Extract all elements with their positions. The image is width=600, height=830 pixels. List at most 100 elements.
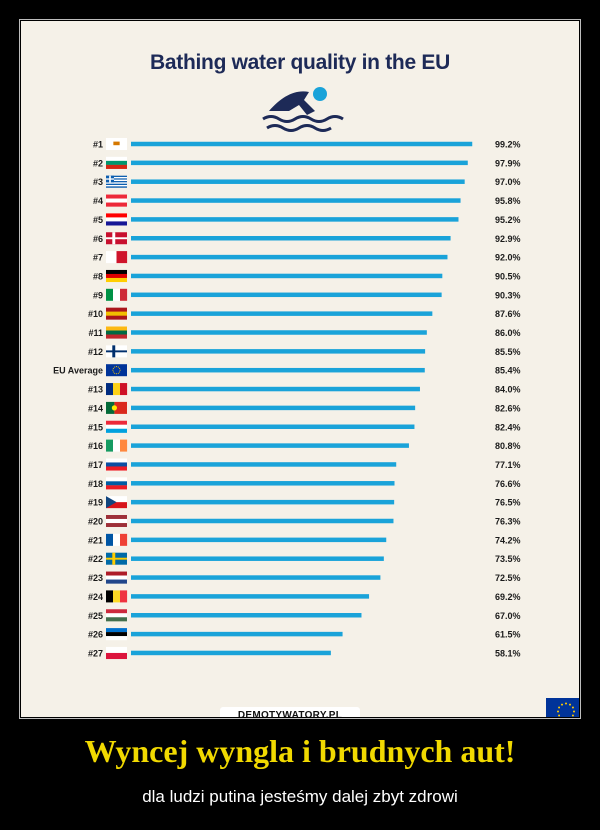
- chart-row: #4 95.8%: [93, 194, 521, 207]
- tick-label: #4: [93, 196, 103, 206]
- flag-icon: [106, 515, 127, 527]
- chart-row: #16 80.8%: [88, 439, 521, 452]
- data-label: 95.8%: [495, 196, 521, 206]
- flag-icon: [106, 477, 127, 490]
- data-label: 90.5%: [495, 271, 521, 281]
- bar: [131, 273, 443, 279]
- bar: [131, 537, 387, 543]
- flag-icon: [106, 251, 128, 264]
- tick-label: #1: [93, 140, 103, 150]
- watermark: DEMOTYWATORY.PL: [220, 707, 360, 717]
- data-label: 97.9%: [495, 158, 521, 168]
- tick-label: #23: [88, 573, 103, 583]
- data-label: 95.2%: [495, 215, 521, 225]
- bar: [131, 236, 451, 241]
- chart-row: #5 95.2%: [93, 213, 521, 226]
- bar: [131, 481, 395, 486]
- subline: dla ludzi putina jesteśmy dalej zbyt zdr…: [142, 787, 458, 806]
- bar: [131, 141, 473, 147]
- bar: [131, 594, 370, 599]
- bar: [131, 405, 416, 411]
- flag-icon: [106, 194, 127, 207]
- bar: [131, 424, 415, 429]
- data-label: 76.6%: [495, 479, 521, 489]
- data-label: 82.6%: [495, 403, 521, 413]
- chart-row: #12 85.5%: [88, 345, 521, 358]
- chart-row: #20 76.3%: [88, 515, 521, 527]
- flag-icon: [106, 646, 127, 660]
- data-label: 86.0%: [495, 328, 521, 338]
- tick-label: #12: [88, 347, 103, 357]
- flag-icon: [106, 213, 127, 226]
- data-label: 80.8%: [495, 441, 521, 451]
- data-label: 76.5%: [495, 498, 521, 508]
- chart-title: Bathing water quality in the EU: [150, 51, 450, 74]
- flag-icon: [106, 345, 127, 358]
- tick-label: #16: [88, 441, 103, 451]
- tick-label: #17: [88, 460, 103, 470]
- chart-row: #3 97.0%: [93, 175, 521, 188]
- chart-row: #26 61.5%: [88, 628, 521, 641]
- chart-row: #9 90.3%: [93, 288, 521, 301]
- chart-row: #18 76.6%: [88, 477, 521, 490]
- flag-icon: [106, 288, 128, 301]
- chart-row: #1 99.2%: [93, 138, 521, 150]
- tick-label: #6: [93, 234, 103, 244]
- flag-icon: [106, 326, 127, 339]
- flag-icon: [106, 138, 127, 150]
- tick-label: #8: [93, 271, 103, 281]
- bar: [131, 217, 459, 222]
- tick-label: #13: [88, 385, 103, 395]
- bar-chart: #1 99.2% #2 97.9% #3 97.0% #4 95.8% #5 95.2% #6 92.…: [53, 138, 521, 660]
- flag-icon: [106, 609, 127, 622]
- bar: [131, 613, 362, 618]
- bar: [131, 462, 397, 467]
- chart-row: #8 90.5%: [93, 269, 521, 283]
- chart-row: #2 97.9%: [93, 156, 521, 169]
- data-label: 72.5%: [495, 573, 521, 583]
- bar: [131, 556, 384, 561]
- chart-row: #7 92.0%: [93, 251, 521, 264]
- bar: [131, 292, 442, 298]
- chart-row: #19 76.5%: [88, 496, 521, 509]
- flag-icon: [106, 383, 128, 396]
- data-label: 73.5%: [495, 554, 521, 564]
- tick-label: #21: [88, 535, 103, 545]
- chart-row: #27 58.1%: [88, 646, 521, 660]
- tick-label: #2: [93, 158, 103, 168]
- chart-row: #24 69.2%: [88, 590, 521, 603]
- tick-label: #9: [93, 290, 103, 300]
- flag-icon: [106, 156, 127, 169]
- data-label: 92.0%: [495, 253, 521, 263]
- tick-label: #27: [88, 648, 103, 658]
- tick-label: #7: [93, 253, 103, 263]
- poster: Bathing water quality in the EU #1 99.2% #…: [21, 21, 579, 717]
- bar: [131, 518, 394, 524]
- chart-row: #21 74.2%: [88, 533, 521, 546]
- chart-row: #17 77.1%: [88, 458, 521, 471]
- bar: [131, 349, 426, 354]
- bar: [131, 179, 465, 184]
- bar: [131, 198, 461, 203]
- chart-row: #22 73.5%: [88, 552, 521, 565]
- tick-label: #14: [88, 403, 103, 413]
- data-label: 87.6%: [495, 309, 521, 319]
- chart-row: #15 82.4%: [88, 420, 521, 433]
- tick-label: EU Average: [53, 366, 103, 376]
- flag-icon: [106, 175, 127, 188]
- bar: [131, 367, 425, 373]
- bar: [131, 443, 409, 448]
- data-label: 92.9%: [495, 234, 521, 244]
- flag-icon: [106, 571, 127, 584]
- flag-icon: [106, 269, 127, 283]
- tick-label: #20: [88, 517, 103, 527]
- bar: [131, 575, 381, 580]
- bar: [131, 631, 343, 637]
- bar: [131, 330, 427, 335]
- data-label: 74.2%: [495, 535, 521, 545]
- flag-icon: [106, 364, 127, 377]
- flag-icon: [106, 307, 127, 320]
- chart-row: #13 84.0%: [88, 383, 521, 396]
- flag-icon: [106, 590, 128, 603]
- tick-label: #15: [88, 422, 103, 432]
